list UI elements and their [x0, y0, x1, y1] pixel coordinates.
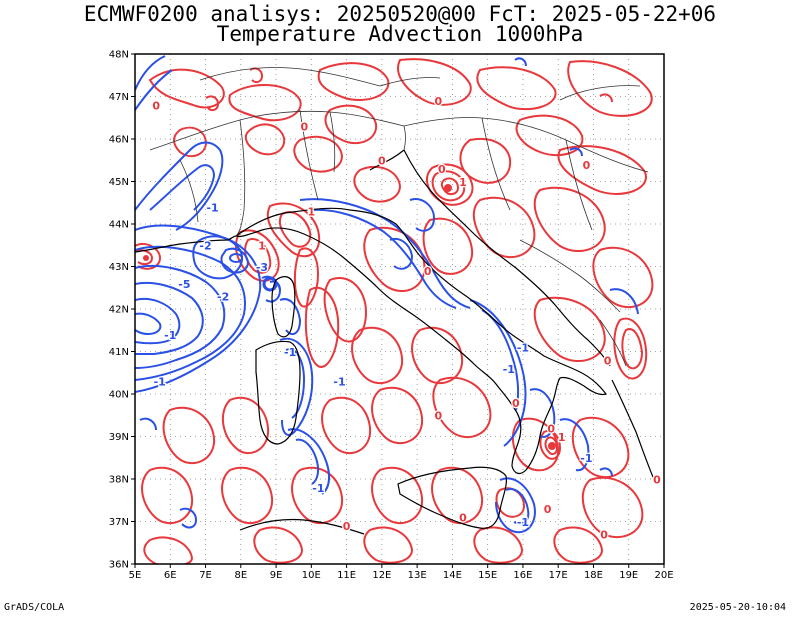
contour-label: -1 [333, 376, 345, 389]
contour-label: -1 [206, 201, 218, 214]
contour-label: 0 [300, 121, 308, 134]
contour-label: -1 [517, 342, 529, 355]
timestamp-label: 2025-05-20-10:04 [689, 602, 786, 613]
contour-label: 0 [434, 95, 442, 108]
contour-labels: 0-1-2-5-2-1-1-3110010-1-1-1-1-1-10001000… [151, 94, 662, 543]
lon-tick-label: 10E [302, 570, 321, 581]
lat-tick-label: 48N [109, 50, 129, 61]
contour-label: 0 [459, 512, 467, 525]
lon-tick-label: 9E [270, 570, 283, 581]
lat-tick-label: 37N [109, 517, 129, 528]
contour-label: 0 [653, 473, 661, 486]
lat-tick-label: 44N [109, 220, 129, 231]
credit-label: GrADS/COLA [4, 602, 65, 613]
lat-tick-label: 41N [109, 347, 129, 358]
contour-label: 1 [558, 431, 566, 444]
contour-label: 1 [258, 240, 266, 253]
cold-contours [135, 55, 639, 534]
lat-tick-label: 42N [109, 305, 129, 316]
lat-tick-label: 40N [109, 390, 129, 401]
lat-tick-label: 39N [109, 432, 129, 443]
contour-label: 0 [604, 354, 612, 367]
lon-tick-label: 20E [654, 570, 673, 581]
contour-label: 0 [434, 410, 442, 423]
contour-label: 1 [308, 206, 316, 219]
contour-label: -3 [256, 261, 268, 274]
lon-tick-label: 7E [199, 570, 212, 581]
contour-label: 0 [343, 520, 351, 533]
lon-tick-label: 6E [164, 570, 177, 581]
contour-label: -1 [503, 363, 515, 376]
contour-label: -1 [517, 516, 529, 529]
lon-tick-label: 16E [513, 570, 532, 581]
contour-label: -5 [178, 278, 190, 291]
contour-label: -1 [284, 346, 296, 359]
contour-label: 0 [583, 159, 591, 172]
lon-tick-label: 8E [234, 570, 247, 581]
contour-label: -1 [164, 329, 176, 342]
contour-label: -2 [217, 291, 229, 304]
axis-ticks: 5E 6E 7E 8E 9E 10E 11E 12E 13E 14E 15E 16E 17E 18E 19E… [109, 50, 674, 582]
contour-label: -1 [580, 452, 592, 465]
map-title-line1: ECMWF0200 analisys: 20250520@00 FcT: 202… [83, 2, 717, 26]
political-borders [149, 67, 649, 367]
lon-tick-label: 13E [408, 570, 427, 581]
lat-tick-label: 43N [109, 262, 129, 273]
lon-tick-label: 12E [372, 570, 391, 581]
map-title-line2: Temperature Advection 1000hPa [216, 22, 584, 46]
lon-tick-label: 5E [129, 570, 142, 581]
advection-contours [135, 55, 654, 564]
contour-label: 0 [378, 155, 386, 168]
lon-tick-label: 11E [337, 570, 356, 581]
contour-label: 0 [152, 99, 160, 112]
lon-tick-label: 19E [619, 570, 638, 581]
contour-label: -1 [154, 376, 166, 389]
contour-label: 0 [600, 529, 608, 542]
contour-label: 0 [438, 163, 446, 176]
lon-tick-label: 15E [478, 570, 497, 581]
coastlines [135, 149, 657, 535]
contour-label: 1 [459, 176, 467, 189]
contour-label: 0 [544, 503, 552, 516]
contour-label: -2 [199, 240, 211, 253]
lat-tick-label: 46N [109, 135, 129, 146]
lat-tick-label: 45N [109, 177, 129, 188]
lon-tick-label: 17E [549, 570, 568, 581]
contour-label: -1 [312, 482, 324, 495]
warm-contours [135, 58, 654, 564]
contour-label: 0 [424, 265, 432, 278]
contour-label: 0 [512, 397, 520, 410]
small-cells [143, 184, 556, 450]
lon-tick-label: 18E [584, 570, 603, 581]
lat-tick-label: 47N [109, 92, 129, 103]
lon-tick-label: 14E [443, 570, 462, 581]
lat-tick-label: 38N [109, 475, 129, 486]
lat-tick-label: 36N [109, 560, 129, 571]
contour-label: 0 [547, 422, 555, 435]
